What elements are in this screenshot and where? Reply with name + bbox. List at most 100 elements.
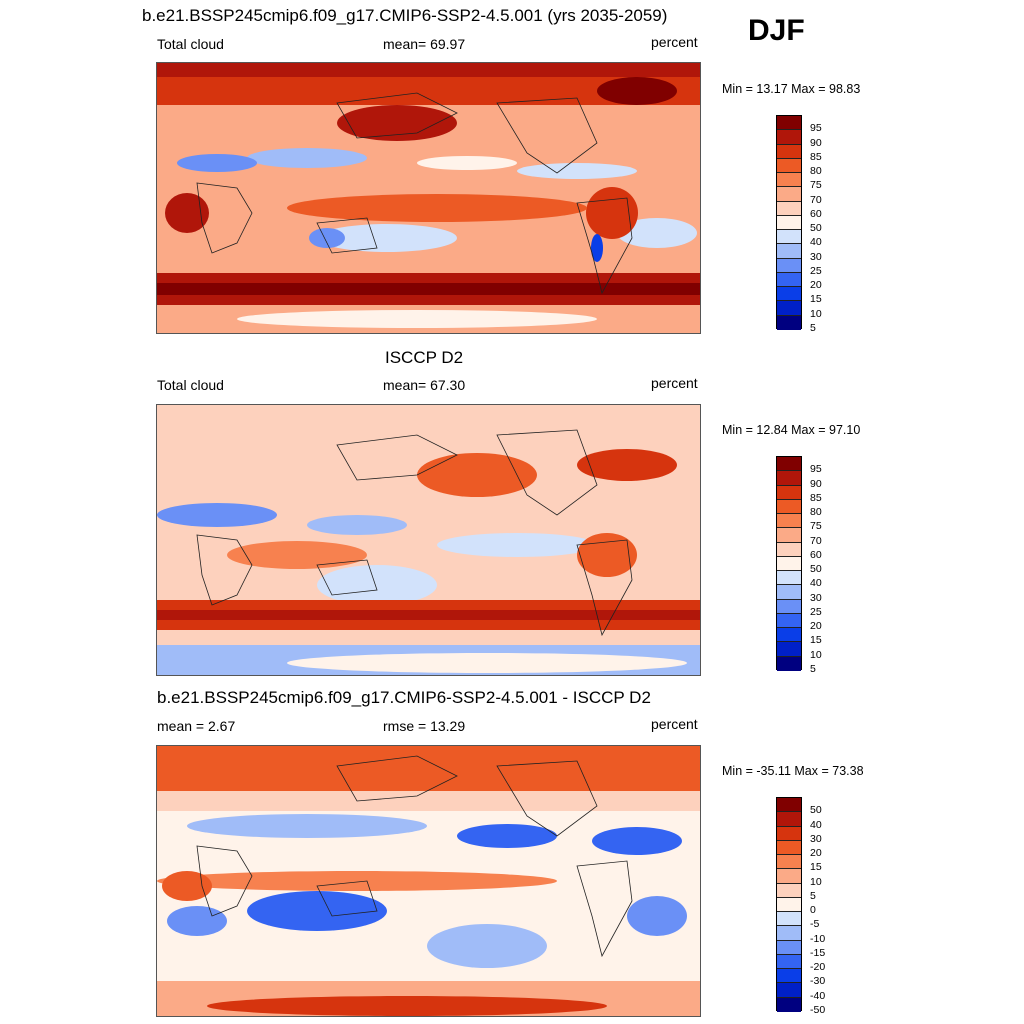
colorbar-tick-label: 10 [810,875,822,888]
colorbar-swatch [777,542,801,557]
colorbar-swatch [777,244,801,259]
colorbar-tick-label: 25 [810,264,822,277]
panel-2-colorbar [776,456,802,671]
colorbar-swatch [777,585,801,600]
panel-1-map [156,62,701,334]
panel-2-title: ISCCP D2 [385,348,464,367]
colorbar-tick-label: 5 [810,322,816,334]
panel-1-mean-label: mean= 69.97 [383,36,466,52]
colorbar-swatch [777,301,801,316]
colorbar-swatch [777,272,801,288]
colorbar-tick-label: 80 [810,506,822,519]
panel-2-units-label: percent [651,375,698,391]
colorbar-swatch [777,855,801,870]
colorbar-tick-label: 75 [810,179,822,192]
colorbar-tick-label: 10 [810,307,822,320]
colorbar-tick-label: 15 [810,293,822,306]
colorbar-swatch [777,656,801,671]
colorbar-tick-label: 40 [810,577,822,590]
colorbar-swatch [777,258,801,273]
colorbar-swatch [777,628,801,643]
colorbar-swatch [777,798,801,813]
colorbar-swatch [777,954,801,970]
panel-3-mean-label: mean = 2.67 [157,718,236,734]
colorbar-swatch [777,997,801,1012]
colorbar-tick-label: -50 [810,1004,826,1016]
panel-2-mean-label: mean= 67.30 [383,377,466,393]
colorbar-tick-label: 50 [810,804,822,817]
colorbar-tick-label: -10 [810,932,826,945]
panel-3-colorbar [776,797,802,1012]
colorbar-tick-label: 60 [810,548,822,561]
colorbar-swatch [777,230,801,245]
panel-1-colorbar [776,115,802,330]
colorbar-swatch [777,187,801,202]
colorbar-tick-label: 5 [810,663,816,675]
colorbar-tick-label: 40 [810,236,822,249]
colorbar-tick-label: 10 [810,648,822,661]
colorbar-tick-label: 15 [810,861,822,874]
colorbar-swatch [777,613,801,629]
colorbar-swatch [777,571,801,586]
colorbar-tick-label: -40 [810,989,826,1002]
panel-3-map [156,745,701,1017]
colorbar-tick-label: 90 [810,136,822,149]
panel-2-map [156,404,701,676]
colorbar-tick-label: 85 [810,150,822,163]
colorbar-swatch [777,556,801,572]
colorbar-tick-label: 70 [810,193,822,206]
colorbar-tick-label: 30 [810,591,822,604]
colorbar-swatch [777,912,801,927]
colorbar-swatch [777,116,801,131]
panel-3-units-label: percent [651,716,698,732]
colorbar-swatch [777,471,801,486]
panel-3-title: b.e21.BSSP245cmip6.f09_g17.CMIP6-SSP2-4.… [157,688,651,707]
panel-1-units-label: percent [651,34,698,50]
colorbar-tick-label: -5 [810,918,820,931]
colorbar-swatch [777,897,801,913]
colorbar-tick-label: 0 [810,904,816,917]
colorbar-swatch [777,457,801,472]
colorbar-tick-label: 30 [810,250,822,263]
colorbar-swatch [777,869,801,884]
colorbar-tick-label: 15 [810,634,822,647]
colorbar-tick-label: 5 [810,889,816,902]
colorbar-swatch [777,287,801,302]
colorbar-tick-label: -20 [810,961,826,974]
colorbar-tick-label: 20 [810,620,822,633]
colorbar-swatch [777,812,801,827]
colorbar-swatch [777,940,801,955]
colorbar-swatch [777,215,801,231]
colorbar-swatch [777,840,801,856]
colorbar-swatch [777,201,801,216]
colorbar-swatch [777,485,801,500]
panel-1-variable-label: Total cloud [157,36,224,52]
colorbar-swatch [777,144,801,159]
colorbar-swatch [777,315,801,330]
colorbar-tick-label: 70 [810,534,822,547]
colorbar-tick-label: 95 [810,463,822,476]
panel-2-variable-label: Total cloud [157,377,224,393]
colorbar-swatch [777,130,801,145]
colorbar-tick-label: 30 [810,832,822,845]
colorbar-tick-label: 90 [810,477,822,490]
colorbar-tick-label: 85 [810,491,822,504]
colorbar-tick-label: 40 [810,818,822,831]
colorbar-tick-label: 50 [810,563,822,576]
colorbar-tick-label: 95 [810,122,822,135]
colorbar-swatch [777,599,801,614]
colorbar-swatch [777,826,801,841]
colorbar-swatch [777,514,801,529]
colorbar-tick-label: 75 [810,520,822,533]
colorbar-tick-label: -15 [810,946,826,959]
panel-3-rmse-label: rmse = 13.29 [383,718,466,734]
colorbar-swatch [777,499,801,515]
colorbar-tick-label: 20 [810,279,822,292]
colorbar-swatch [777,528,801,543]
colorbar-tick-label: -30 [810,975,826,988]
colorbar-swatch [777,173,801,188]
panel-1-minmax: Min = 13.17 Max = 98.83 [722,82,861,96]
colorbar-swatch [777,158,801,174]
colorbar-tick-label: 25 [810,605,822,618]
colorbar-tick-label: 50 [810,222,822,235]
